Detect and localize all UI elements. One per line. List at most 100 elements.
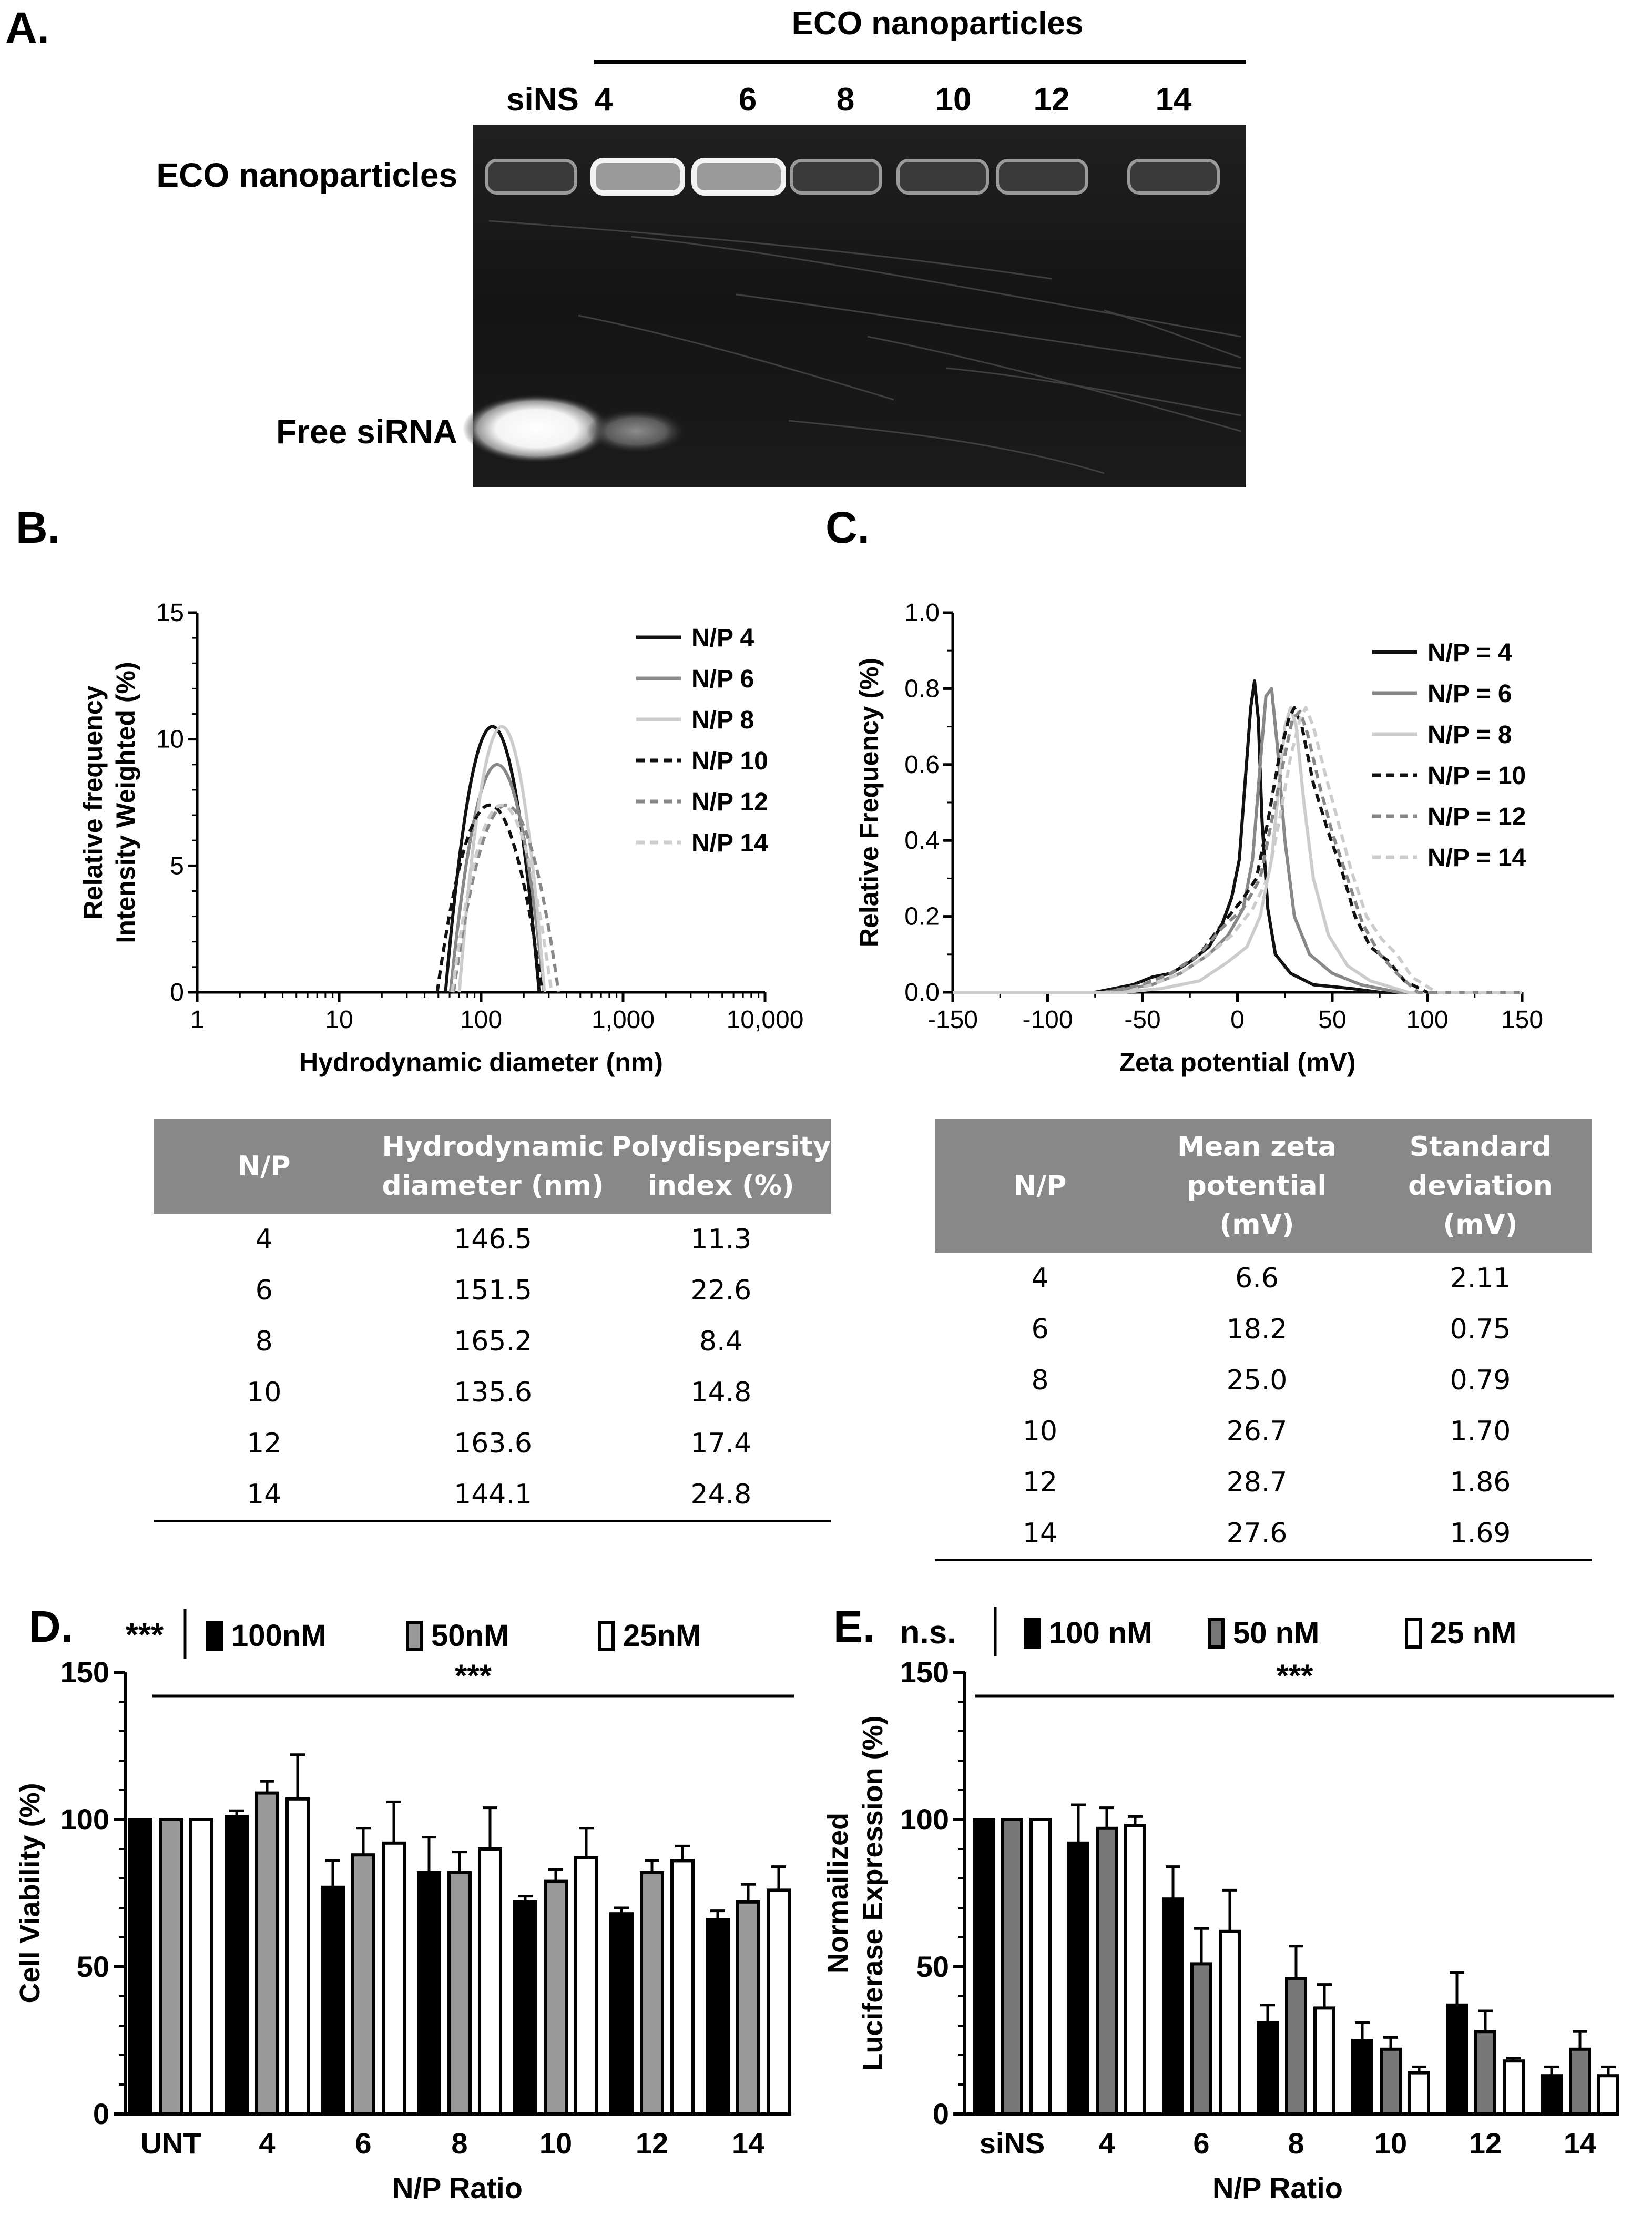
x-tick-label: UNT xyxy=(140,2127,201,2160)
x-tick-label: 14 xyxy=(732,2127,764,2160)
legend-label: N/P 10 xyxy=(691,747,768,775)
y-tick-label: 0.6 xyxy=(904,751,940,779)
bar xyxy=(1029,1818,1052,2116)
series-line xyxy=(953,679,1522,994)
bar xyxy=(1351,2039,1373,2116)
table-cell: 28.7 xyxy=(1226,1466,1288,1498)
legend-swatch xyxy=(1405,1618,1422,1649)
table-c-header-mean: Mean zeta potential (mV) xyxy=(1145,1119,1369,1253)
x-tick-label: -50 xyxy=(1124,1006,1160,1034)
bar xyxy=(225,1815,249,2116)
y-tick-label: 0 xyxy=(93,2097,109,2130)
bar xyxy=(767,1888,791,2116)
table-cell: 25.0 xyxy=(1226,1364,1288,1396)
y-axis-title: Relative Frequency (%) xyxy=(854,658,884,947)
table-cell: 27.6 xyxy=(1145,1508,1369,1561)
table-cell: 8.4 xyxy=(699,1325,743,1357)
table-cell: 12 xyxy=(1022,1466,1058,1498)
chart-d-viability: 0 50 100 150 UNT 4 6 8 10 12 14 N/P Ratio Cell Viabi… xyxy=(14,1609,794,2204)
table-cell: 0.75 xyxy=(1450,1313,1511,1345)
bar xyxy=(478,1847,502,2116)
table-cell: 14.8 xyxy=(690,1376,752,1408)
series-line xyxy=(953,687,1522,994)
series-line xyxy=(452,803,560,993)
y-tick-label: 100 xyxy=(900,1803,949,1836)
legend-label: N/P 14 xyxy=(691,829,768,857)
bar xyxy=(1541,2074,1563,2116)
bar xyxy=(1569,2047,1591,2116)
table-cell: 144.1 xyxy=(374,1469,611,1522)
bar xyxy=(351,1853,375,2116)
gel-title: ECO nanoparticles xyxy=(792,5,1084,42)
panel-letter-e: E. xyxy=(833,1602,875,1651)
gel-lane-label: 8 xyxy=(837,82,854,118)
significance-stars: *** xyxy=(1276,1658,1313,1693)
table-c-header: N/P Mean zeta potential (mV) Standard de… xyxy=(935,1119,1592,1253)
table-row: 12 28.7 1.86 xyxy=(935,1457,1592,1508)
x-tick-label: 100 xyxy=(1406,1006,1448,1034)
gel-figure: ECO nanoparticles siNS 4 6 8 10 12 14 ECO nano… xyxy=(156,5,1246,487)
table-b-size: N/P Hydrodynamic diameter (nm) Polydispe… xyxy=(154,1119,831,1522)
x-tick-label: 12 xyxy=(1469,2127,1502,2160)
gel-lane-label: 6 xyxy=(739,82,757,118)
legend-label: N/P = 14 xyxy=(1427,844,1526,872)
y-tick-label: 50 xyxy=(77,1950,109,1983)
legend-label: N/P = 8 xyxy=(1427,721,1512,749)
y-tick-label: 150 xyxy=(60,1655,109,1689)
table-cell: 6.6 xyxy=(1235,1262,1279,1294)
bar xyxy=(1190,1962,1212,2116)
gel-lane-label: 10 xyxy=(935,82,972,118)
bar xyxy=(1380,2047,1402,2116)
x-tick-label: 10 xyxy=(325,1006,353,1034)
series-line xyxy=(953,709,1522,994)
legend-label: N/P 12 xyxy=(691,788,768,816)
panel-letter-d: D. xyxy=(29,1602,73,1651)
bar xyxy=(285,1797,310,2116)
x-tick-label: 14 xyxy=(1564,2127,1596,2160)
bar xyxy=(640,1871,664,2116)
bar xyxy=(1001,1818,1023,2116)
y-tick-label: 100 xyxy=(60,1803,109,1836)
significance-stars: *** xyxy=(455,1658,492,1693)
bar xyxy=(1446,2003,1468,2116)
table-cell: 4 xyxy=(1031,1262,1049,1294)
table-row: 14 144.1 24.8 xyxy=(154,1469,831,1522)
y-tick-label: 0.0 xyxy=(904,979,940,1007)
x-tick-label: 6 xyxy=(355,2127,371,2160)
bar xyxy=(574,1856,598,2116)
y-axis-title: Normailized xyxy=(822,1813,854,1974)
table-cell: 10 xyxy=(1022,1415,1058,1447)
chart-c-zeta: 0.0 0.2 0.4 0.6 0.8 1.0 -150 -100 -50 0 50 100 150 Ze… xyxy=(854,599,1543,1077)
bar xyxy=(1096,1826,1118,2116)
legend-label: 25nM xyxy=(623,1619,701,1653)
table-row: 4 146.5 11.3 xyxy=(154,1214,831,1265)
table-cell: 11.3 xyxy=(690,1223,752,1255)
bar xyxy=(1219,1929,1241,2116)
bar xyxy=(736,1900,760,2116)
gel-well xyxy=(896,159,989,195)
bar xyxy=(417,1871,441,2116)
gel-well xyxy=(485,159,577,195)
table-cell: 135.6 xyxy=(454,1376,533,1408)
x-tick-label: -150 xyxy=(927,1006,978,1034)
table-b-header-np: N/P xyxy=(154,1119,375,1214)
table-row: 4 6.6 2.11 xyxy=(935,1253,1592,1304)
significance-left-label: n.s. xyxy=(900,1614,956,1651)
bar xyxy=(1067,1841,1089,2116)
table-cell: 6 xyxy=(255,1274,273,1306)
table-c-header-sd: Standard deviation (mV) xyxy=(1369,1119,1592,1253)
gel-lane-label: 12 xyxy=(1034,82,1070,118)
table-cell: 1.70 xyxy=(1450,1415,1511,1447)
table-row: 10 26.7 1.70 xyxy=(935,1406,1592,1457)
free-sirna-band-np4 xyxy=(586,409,686,453)
x-axis-title: Hydrodynamic diameter (nm) xyxy=(299,1048,663,1077)
gel-row-label-free-sirna: Free siRNA xyxy=(276,413,457,451)
x-tick-label: siNS xyxy=(980,2127,1045,2160)
table-cell: 163.6 xyxy=(454,1427,533,1459)
x-tick-label: 10 xyxy=(1374,2127,1407,2160)
bar xyxy=(706,1918,730,2116)
panel-letter-a: A. xyxy=(5,3,49,53)
bar xyxy=(159,1818,183,2116)
table-cell: 14 xyxy=(154,1469,375,1522)
bar xyxy=(513,1900,537,2116)
